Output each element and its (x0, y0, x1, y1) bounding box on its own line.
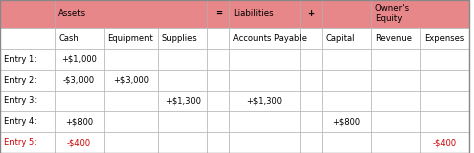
FancyBboxPatch shape (55, 132, 104, 153)
FancyBboxPatch shape (229, 28, 300, 49)
FancyBboxPatch shape (0, 132, 55, 153)
FancyBboxPatch shape (322, 0, 371, 28)
FancyBboxPatch shape (322, 49, 371, 70)
FancyBboxPatch shape (371, 70, 420, 91)
Text: Supplies: Supplies (162, 34, 198, 43)
FancyBboxPatch shape (104, 132, 158, 153)
FancyBboxPatch shape (420, 111, 469, 132)
FancyBboxPatch shape (55, 0, 207, 28)
FancyBboxPatch shape (0, 49, 55, 70)
Text: +$800: +$800 (332, 117, 361, 126)
Text: Accounts Payable: Accounts Payable (233, 34, 307, 43)
FancyBboxPatch shape (55, 91, 104, 111)
FancyBboxPatch shape (300, 111, 322, 132)
Text: +$800: +$800 (65, 117, 93, 126)
FancyBboxPatch shape (322, 28, 371, 49)
FancyBboxPatch shape (420, 49, 469, 70)
Text: Capital: Capital (326, 34, 355, 43)
FancyBboxPatch shape (104, 70, 158, 91)
Text: Cash: Cash (58, 34, 79, 43)
FancyBboxPatch shape (0, 111, 55, 132)
FancyBboxPatch shape (207, 132, 229, 153)
FancyBboxPatch shape (229, 132, 300, 153)
FancyBboxPatch shape (55, 111, 104, 132)
FancyBboxPatch shape (371, 91, 420, 111)
Text: +: + (308, 9, 315, 18)
FancyBboxPatch shape (104, 49, 158, 70)
FancyBboxPatch shape (371, 49, 420, 70)
Text: Liabilities: Liabilities (233, 9, 273, 18)
Text: Equipment: Equipment (108, 34, 153, 43)
FancyBboxPatch shape (104, 91, 158, 111)
FancyBboxPatch shape (420, 132, 469, 153)
FancyBboxPatch shape (371, 132, 420, 153)
FancyBboxPatch shape (158, 132, 207, 153)
FancyBboxPatch shape (207, 111, 229, 132)
FancyBboxPatch shape (300, 49, 322, 70)
FancyBboxPatch shape (300, 70, 322, 91)
Text: Entry 5:: Entry 5: (4, 138, 37, 147)
FancyBboxPatch shape (420, 70, 469, 91)
FancyBboxPatch shape (300, 28, 322, 49)
FancyBboxPatch shape (0, 0, 55, 28)
FancyBboxPatch shape (207, 49, 229, 70)
FancyBboxPatch shape (55, 70, 104, 91)
Text: Entry 4:: Entry 4: (4, 117, 37, 126)
FancyBboxPatch shape (0, 91, 55, 111)
FancyBboxPatch shape (322, 91, 371, 111)
FancyBboxPatch shape (420, 28, 469, 49)
FancyBboxPatch shape (300, 132, 322, 153)
FancyBboxPatch shape (322, 132, 371, 153)
FancyBboxPatch shape (158, 91, 207, 111)
FancyBboxPatch shape (0, 70, 55, 91)
FancyBboxPatch shape (55, 28, 104, 49)
Text: Entry 2:: Entry 2: (4, 76, 37, 85)
FancyBboxPatch shape (371, 0, 469, 28)
FancyBboxPatch shape (300, 91, 322, 111)
Text: Owner's
Equity: Owner's Equity (375, 4, 410, 23)
Text: -$400: -$400 (433, 138, 457, 147)
FancyBboxPatch shape (420, 91, 469, 111)
FancyBboxPatch shape (322, 70, 371, 91)
FancyBboxPatch shape (371, 111, 420, 132)
FancyBboxPatch shape (229, 49, 300, 70)
FancyBboxPatch shape (207, 28, 229, 49)
Text: Entry 1:: Entry 1: (4, 55, 37, 64)
FancyBboxPatch shape (55, 49, 104, 70)
FancyBboxPatch shape (0, 28, 55, 49)
Text: +$1,300: +$1,300 (165, 97, 201, 105)
Text: Assets: Assets (58, 9, 86, 18)
Text: -$3,000: -$3,000 (63, 76, 95, 85)
FancyBboxPatch shape (158, 49, 207, 70)
FancyBboxPatch shape (229, 91, 300, 111)
Text: +$1,300: +$1,300 (246, 97, 283, 105)
Text: +$3,000: +$3,000 (113, 76, 149, 85)
FancyBboxPatch shape (158, 111, 207, 132)
FancyBboxPatch shape (371, 28, 420, 49)
Text: Expenses: Expenses (424, 34, 464, 43)
Text: Entry 3:: Entry 3: (4, 97, 37, 105)
FancyBboxPatch shape (158, 70, 207, 91)
FancyBboxPatch shape (229, 0, 300, 28)
Text: =: = (215, 9, 222, 18)
FancyBboxPatch shape (104, 28, 158, 49)
FancyBboxPatch shape (229, 111, 300, 132)
FancyBboxPatch shape (207, 91, 229, 111)
FancyBboxPatch shape (207, 0, 229, 28)
FancyBboxPatch shape (207, 70, 229, 91)
FancyBboxPatch shape (322, 111, 371, 132)
Text: Revenue: Revenue (375, 34, 412, 43)
FancyBboxPatch shape (300, 0, 322, 28)
FancyBboxPatch shape (158, 28, 207, 49)
Text: -$400: -$400 (67, 138, 91, 147)
FancyBboxPatch shape (229, 70, 300, 91)
FancyBboxPatch shape (104, 111, 158, 132)
Text: +$1,000: +$1,000 (61, 55, 97, 64)
